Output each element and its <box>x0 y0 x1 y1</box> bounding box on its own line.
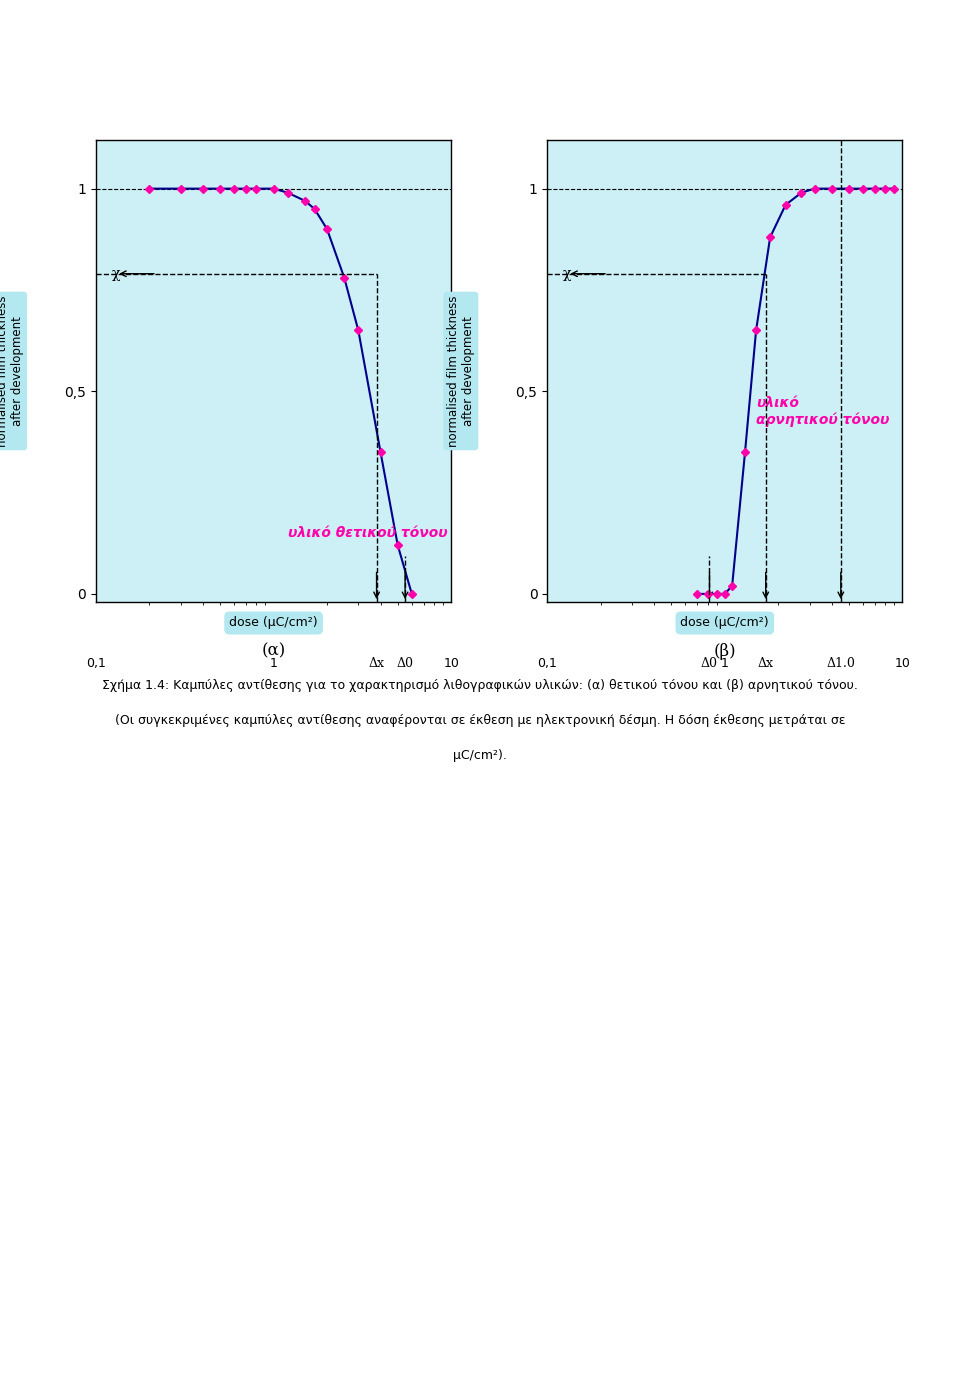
Text: Δx: Δx <box>757 658 774 671</box>
Text: 1: 1 <box>721 658 729 671</box>
Text: dose (μC/cm²): dose (μC/cm²) <box>681 616 769 630</box>
Text: Δ1.0: Δ1.0 <box>827 658 855 671</box>
Text: μC/cm²).: μC/cm²). <box>453 749 507 762</box>
Text: Σχήμα 1.4: Καμπύλες αντίθεσης για το χαρακτηρισμό λιθογραφικών υλικών: (α) θετικ: Σχήμα 1.4: Καμπύλες αντίθεσης για το χαρ… <box>102 679 858 692</box>
Text: 1: 1 <box>270 658 277 671</box>
Text: 0,1: 0,1 <box>538 658 557 671</box>
Text: Δ0: Δ0 <box>396 658 414 671</box>
Text: Δ0: Δ0 <box>701 658 718 671</box>
Text: normalised film thickness
after development: normalised film thickness after developm… <box>0 295 24 447</box>
Text: Δx: Δx <box>369 658 385 671</box>
Text: (β): (β) <box>713 643 736 659</box>
Text: υλικό θετικού τόνου: υλικό θετικού τόνου <box>288 526 447 540</box>
Text: χ: χ <box>111 267 120 281</box>
Text: χ: χ <box>563 267 571 281</box>
Text: normalised film thickness
after development: normalised film thickness after developm… <box>446 295 475 447</box>
Text: (Οι συγκεκριμένες καμπύλες αντίθεσης αναφέρονται σε έκθεση με ηλεκτρονική δέσμη.: (Οι συγκεκριμένες καμπύλες αντίθεσης ανα… <box>115 714 845 727</box>
Text: (α): (α) <box>261 643 286 659</box>
Text: 10: 10 <box>895 658 910 671</box>
Text: 10: 10 <box>444 658 459 671</box>
Text: υλικό
αρνητικού τόνου: υλικό αρνητικού τόνου <box>756 396 890 427</box>
Text: 0,1: 0,1 <box>86 658 106 671</box>
Text: dose (μC/cm²): dose (μC/cm²) <box>229 616 318 630</box>
